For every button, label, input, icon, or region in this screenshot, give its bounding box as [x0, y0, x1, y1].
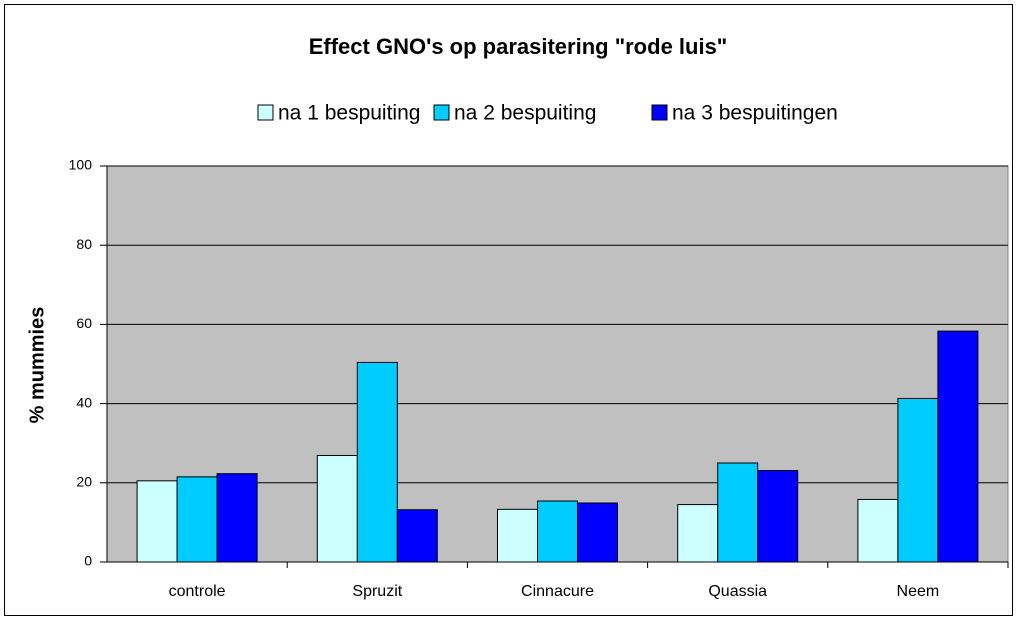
y-tick-label: 100: [69, 157, 93, 173]
bar: [937, 330, 979, 563]
bar: [176, 476, 218, 563]
bar: [356, 361, 398, 563]
y-tick-label: 80: [76, 236, 92, 252]
bar: [316, 454, 358, 563]
y-tick-label: 0: [84, 553, 92, 569]
x-tick-label: Quassia: [708, 583, 767, 600]
bar: [396, 509, 438, 563]
bar: [857, 498, 899, 563]
bar: [677, 504, 719, 563]
bar: [717, 462, 759, 563]
bar: [577, 502, 618, 563]
legend-label: na 3 bespuitingen: [672, 102, 838, 125]
x-tick-label: Neem: [897, 583, 940, 600]
bar: [897, 397, 939, 563]
legend-swatch: [257, 104, 274, 121]
x-tick-label: Spruzit: [352, 583, 402, 600]
y-tick-label: 40: [76, 394, 92, 410]
bar: [216, 473, 258, 563]
x-tick-label: Cinnacure: [521, 583, 594, 600]
bar: [497, 508, 538, 563]
legend-label: na 2 bespuiting: [454, 102, 596, 125]
legend-swatch: [433, 104, 450, 121]
chart-title: Effect GNO's op parasitering "rode luis": [309, 34, 728, 59]
legend-swatch: [651, 104, 668, 121]
y-tick-label: 20: [76, 474, 92, 490]
y-axis-label: % mummies: [26, 307, 48, 424]
bar: [136, 480, 178, 563]
x-tick-label: controle: [169, 583, 226, 600]
legend-label: na 1 bespuiting: [278, 102, 420, 125]
bar: [537, 500, 578, 563]
bar: [757, 470, 799, 563]
y-tick-label: 60: [76, 315, 92, 331]
